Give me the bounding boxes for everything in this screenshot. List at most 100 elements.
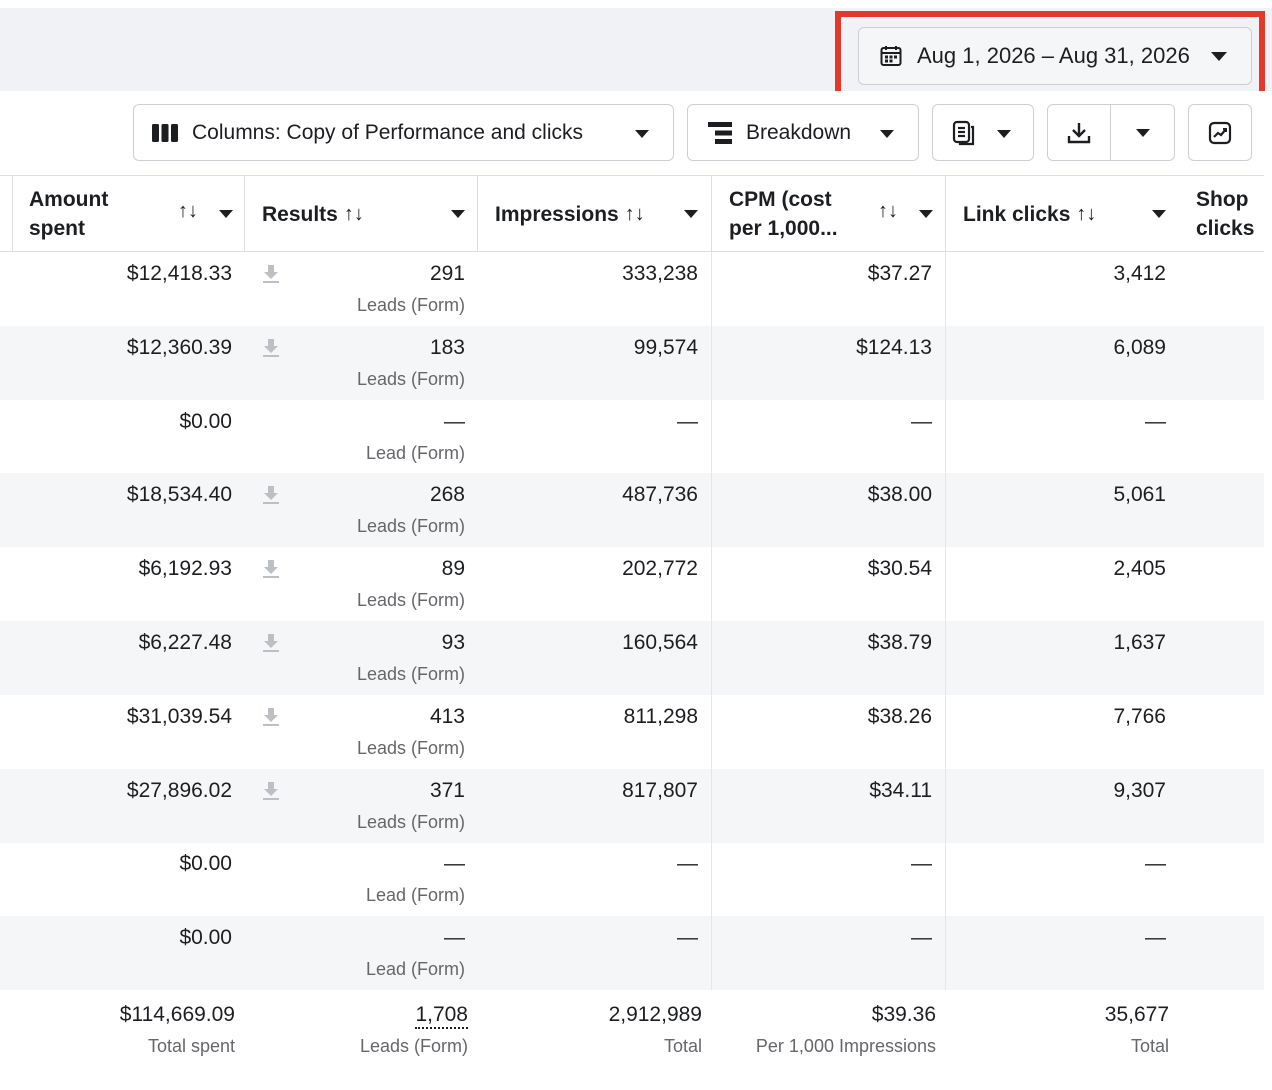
- table-row[interactable]: $0.00 — Lead (Form) — — —: [0, 842, 1264, 917]
- table-row[interactable]: $18,534.40 268 Leads (Form) 487,736 $38.00 5,…: [0, 473, 1264, 548]
- date-range-picker[interactable]: Aug 1, 2026 – Aug 31, 2026: [858, 27, 1252, 85]
- results-value: 89: [441, 557, 465, 581]
- results-value: 183: [429, 335, 465, 359]
- amount-value: $6,192.93: [138, 557, 232, 581]
- sort-icon[interactable]: ↑↓: [1076, 202, 1097, 225]
- link-clicks-value: 5,061: [1113, 483, 1166, 507]
- lead-download-icon[interactable]: [262, 264, 280, 284]
- total-impressions-cell: 2,912,989 Total: [478, 990, 712, 1090]
- cpm-value: $37.27: [867, 262, 932, 285]
- column-header-impressions[interactable]: Impressions ↑↓: [478, 176, 712, 252]
- breakdown-button[interactable]: Breakdown: [687, 104, 919, 161]
- date-range-label: Aug 1, 2026 – Aug 31, 2026: [917, 43, 1190, 68]
- amount-value: $0.00: [179, 409, 232, 433]
- table-row[interactable]: $0.00 — Lead (Form) — — —: [0, 399, 1264, 474]
- column-header-link-clicks[interactable]: Link clicks ↑↓: [946, 176, 1179, 252]
- view-charts-button[interactable]: [1188, 104, 1252, 161]
- chevron-down-icon: [1135, 128, 1150, 137]
- total-impressions-value: 2,912,989: [608, 1003, 702, 1026]
- cpm-header-line1: CPM (cost: [729, 188, 832, 211]
- reports-icon: [952, 120, 975, 145]
- cpm-value: $38.79: [867, 631, 932, 654]
- total-impressions-label: Total: [663, 1036, 702, 1056]
- results-table: Amount spent ↑↓ Results ↑↓ Impressions ↑…: [0, 175, 1264, 1090]
- table-row[interactable]: $27,896.02 371 Leads (Form) 817,807 $34.11 9,…: [0, 768, 1264, 843]
- results-type: Leads (Form): [356, 590, 465, 611]
- highlight-annotation: [835, 11, 1265, 100]
- impressions-value: 811,298: [623, 704, 698, 728]
- shop-header-line1: Shop: [1196, 188, 1249, 211]
- column-header-amount-spent[interactable]: Amount spent ↑↓: [12, 176, 245, 252]
- cpm-cell: —: [712, 916, 946, 991]
- cpm-cell: $38.00: [712, 473, 946, 548]
- table-row[interactable]: $31,039.54 413 Leads (Form) 811,298 $38.26 7,…: [0, 694, 1264, 769]
- download-icon: [1067, 122, 1091, 143]
- impressions-value: —: [677, 409, 698, 433]
- impressions-cell: 99,574: [478, 325, 712, 400]
- table-row[interactable]: $12,360.39 183 Leads (Form) 99,574 $124.13 6,…: [0, 325, 1264, 400]
- lead-download-icon[interactable]: [262, 633, 280, 653]
- impressions-value: 99,574: [633, 335, 698, 359]
- link-clicks-cell: 5,061: [946, 473, 1179, 547]
- link-clicks-cell: —: [946, 842, 1179, 916]
- results-header: Results: [262, 202, 338, 226]
- cpm-cell: $124.13: [712, 325, 946, 400]
- amount-value: $6,227.48: [138, 631, 232, 654]
- amount-cell: $0.00: [0, 400, 245, 474]
- total-cpm-cell: $39.36 Per 1,000 Impressions: [712, 990, 946, 1090]
- sort-icon[interactable]: ↑↓: [878, 200, 898, 222]
- lead-download-icon[interactable]: [262, 485, 280, 505]
- results-cell: — Lead (Form): [245, 916, 478, 990]
- download-button[interactable]: [1048, 105, 1111, 160]
- results-type: Leads (Form): [356, 368, 465, 389]
- total-link-clicks-label: Total: [1130, 1036, 1169, 1056]
- table-row[interactable]: $0.00 — Lead (Form) — — —: [0, 916, 1264, 991]
- sort-icon[interactable]: ↑↓: [343, 202, 364, 225]
- link-clicks-cell: 6,089: [946, 326, 1179, 400]
- column-header-cpm[interactable]: CPM (cost per 1,000... ↑↓: [712, 176, 946, 252]
- chevron-down-icon[interactable]: [451, 210, 465, 218]
- lead-download-icon[interactable]: [262, 338, 280, 358]
- column-header-shop-clicks[interactable]: Shop clicks: [1179, 176, 1264, 252]
- chevron-down-icon[interactable]: [1152, 210, 1166, 218]
- results-value: 413: [429, 704, 465, 728]
- sort-icon[interactable]: ↑↓: [178, 200, 198, 222]
- export-options-dropdown[interactable]: [1111, 105, 1174, 160]
- amount-value: $0.00: [179, 852, 232, 876]
- impressions-cell: —: [478, 399, 712, 474]
- columns-button[interactable]: Columns: Copy of Performance and clicks: [133, 104, 674, 161]
- amount-cell: $12,418.33: [0, 252, 245, 326]
- cpm-cell: $38.79: [712, 621, 946, 695]
- results-cell: 89 Leads (Form): [245, 547, 478, 621]
- reports-button[interactable]: [932, 104, 1034, 161]
- cpm-value: —: [911, 409, 932, 433]
- chevron-down-icon[interactable]: [684, 210, 698, 218]
- total-amount-value: $114,669.09: [119, 1003, 235, 1026]
- results-cell: — Lead (Form): [245, 842, 478, 916]
- table-row[interactable]: $12,418.33 291 Leads (Form) 333,238 $37.27 3,…: [0, 252, 1264, 326]
- chart-icon: [1208, 121, 1232, 144]
- chevron-down-icon[interactable]: [919, 210, 933, 218]
- lead-download-icon[interactable]: [262, 707, 280, 727]
- table-row[interactable]: $6,192.93 89 Leads (Form) 202,772 $30.54 2,40…: [0, 547, 1264, 622]
- results-value: —: [444, 852, 465, 876]
- total-link-clicks-cell: 35,677 Total: [946, 990, 1179, 1090]
- results-type: Leads (Form): [356, 811, 465, 832]
- link-clicks-cell: 9,307: [946, 769, 1179, 843]
- column-header-results[interactable]: Results ↑↓: [245, 176, 478, 252]
- link-clicks-header: Link clicks: [963, 202, 1071, 226]
- cpm-value: $124.13: [856, 335, 932, 359]
- chevron-down-icon[interactable]: [219, 210, 233, 218]
- lead-download-icon[interactable]: [262, 781, 280, 801]
- link-clicks-value: 3,412: [1113, 262, 1166, 285]
- table-row[interactable]: $6,227.48 93 Leads (Form) 160,564 $38.79 1,63…: [0, 621, 1264, 695]
- sort-icon[interactable]: ↑↓: [624, 202, 645, 225]
- results-cell: 291 Leads (Form): [245, 252, 478, 326]
- total-results-label: Leads (Form): [359, 1036, 468, 1056]
- total-results-value[interactable]: 1,708: [415, 1003, 468, 1029]
- lead-download-icon[interactable]: [262, 559, 280, 579]
- columns-label: Columns: Copy of Performance and clicks: [192, 120, 583, 144]
- amount-cell: $18,534.40: [0, 473, 245, 547]
- impressions-value: —: [677, 926, 698, 950]
- amount-cell: $31,039.54: [0, 695, 245, 769]
